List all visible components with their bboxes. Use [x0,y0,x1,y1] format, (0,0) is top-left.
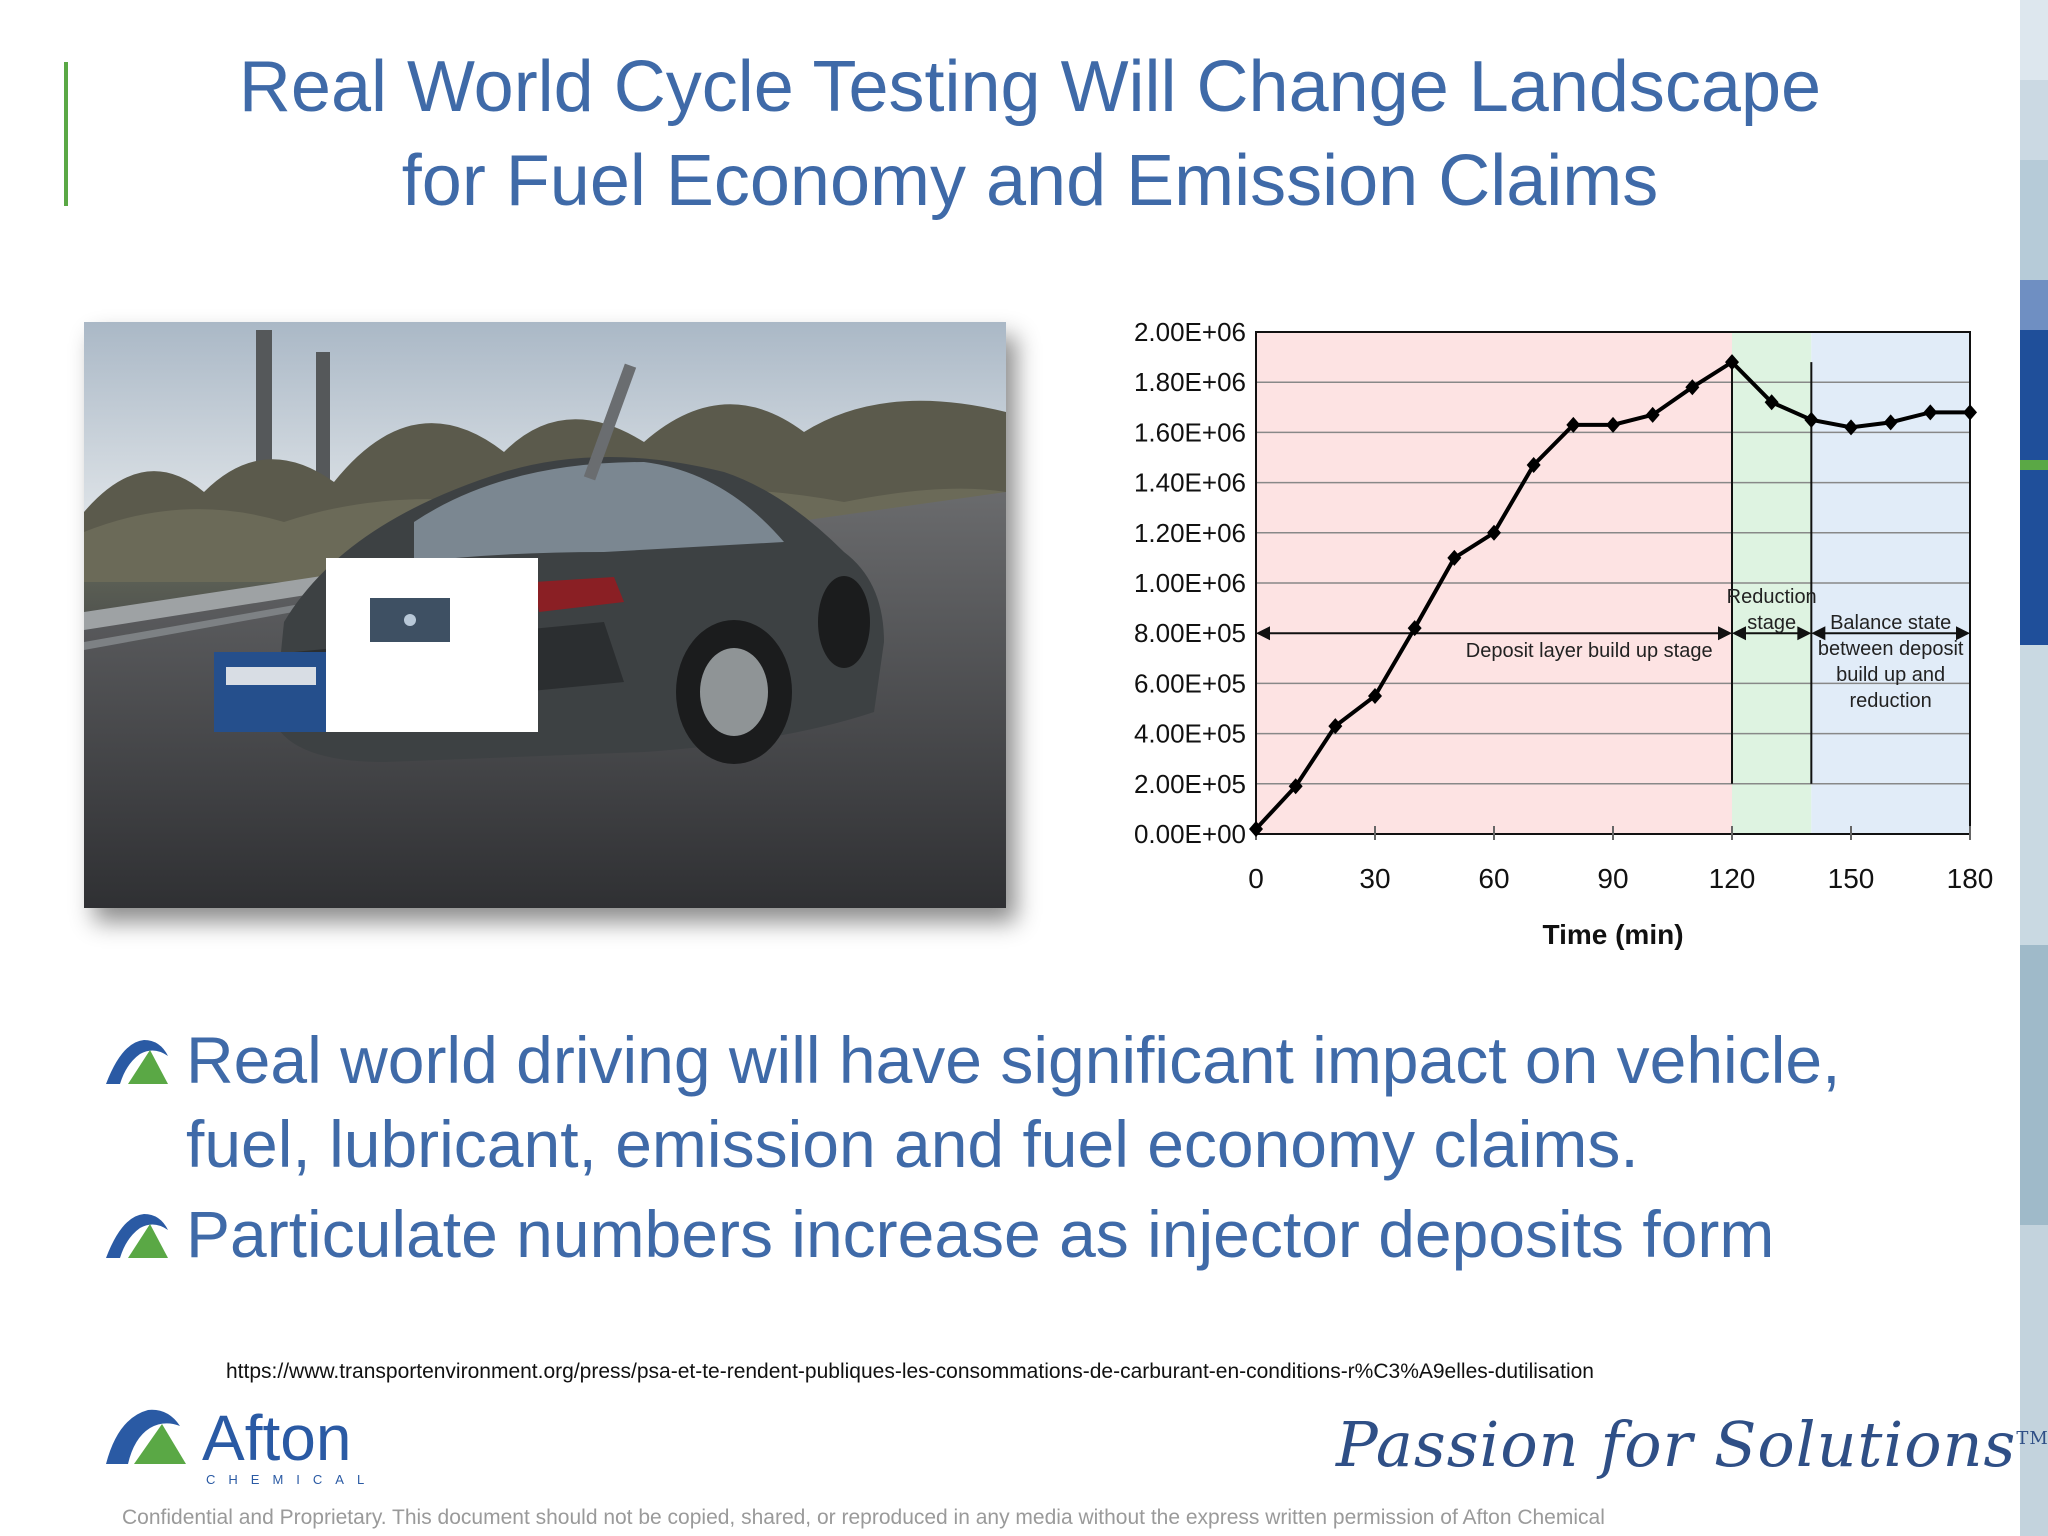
x-axis-label: Time (min) [1542,919,1683,950]
data-point [1685,379,1700,396]
data-point [1804,411,1819,428]
y-tick-label: 4.00E+05 [1134,719,1246,749]
data-point [1844,419,1858,436]
data-point [1407,620,1422,637]
x-tick-label: 150 [1828,863,1875,894]
data-point [1963,404,1977,421]
title-line-2: for Fuel Economy and Emission Claims [401,141,1659,221]
bullet-1-line-2: fuel, lubricant, emission and fuel econo… [186,1107,1639,1181]
y-tick-label: 8.00E+05 [1134,618,1246,648]
stage-label-balance: between deposit [1818,638,1964,660]
chart-svg: 0.00E+00 2.00E+05 4.00E+05 6.00E+05 8.00E+05… [1134,317,1994,950]
y-tick-label: 1.20E+06 [1134,518,1246,548]
stage-arrowhead [1256,626,1270,641]
data-point [1526,457,1541,474]
decorative-right-strip [2020,0,2048,1536]
logo-subtext: CHEMICAL [206,1472,377,1487]
test-car-on-highway-photo [84,322,1006,908]
afton-triangle-icon [106,1040,168,1084]
x-tick-label: 180 [1947,863,1994,894]
y-tick-label: 1.80E+06 [1134,367,1246,397]
confidential-notice: Confidential and Proprietary. This docum… [122,1506,1605,1529]
bullet-text-2: Particulate numbers increase as injector… [186,1192,1774,1276]
tagline-text: Passion for Solutions [1336,1408,2017,1481]
stage-arrowhead [1956,626,1970,641]
data-point [1923,404,1938,421]
stage-label-reduction: Reduction [1727,586,1817,608]
stage-label-balance: Balance state [1830,612,1951,634]
data-point [1249,820,1263,837]
stage-label-reduction: stage [1747,612,1796,634]
y-tick-label: 1.40E+06 [1134,468,1246,498]
data-point [1606,416,1620,433]
stage-label-balance: build up and [1836,664,1945,686]
afton-logo: Afton CHEMICAL [104,1398,424,1488]
x-tick-label: 0 [1248,863,1264,894]
title-line-1: Real World Cycle Testing Will Change Lan… [238,47,1822,127]
data-point [1883,414,1898,431]
y-tick-label: 6.00E+05 [1134,668,1246,698]
data-point [1487,524,1501,541]
bullet-list: Real world driving will have significant… [104,1018,1984,1282]
y-tick-label: 1.60E+06 [1134,417,1246,447]
bullet-text-1: Real world driving will have significant… [186,1018,1840,1186]
bullet-item-2: Particulate numbers increase as injector… [104,1192,1984,1276]
bullet-1-line-1: Real world driving will have significant… [186,1023,1841,1097]
title-accent-bar [64,62,68,206]
logo-wordmark: Afton [202,1402,351,1474]
data-point [1764,394,1779,411]
y-tick-label: 0.00E+00 [1134,819,1246,849]
data-point [1566,416,1581,433]
x-tick-label: 120 [1709,863,1756,894]
data-point [1725,354,1739,371]
stage-arrowhead [1797,626,1812,641]
stage-label-deposit: Deposit layer build up stage [1466,640,1713,662]
x-tick-label: 60 [1478,863,1509,894]
afton-triangle-icon [106,1214,168,1258]
particulate-chart: 0.00E+00 2.00E+05 4.00E+05 6.00E+05 8.00E+05… [1100,300,2000,980]
slide-title: Real World Cycle Testing Will Change Lan… [100,40,1960,228]
stage-arrowhead [1732,626,1746,641]
source-url[interactable]: https://www.transportenvironment.org/pre… [226,1360,1594,1383]
stage-label-balance: reduction [1850,690,1932,712]
tagline-trademark: TM [2016,1428,2048,1449]
y-tick-label: 2.00E+06 [1134,317,1246,347]
y-tick-label: 2.00E+05 [1134,769,1246,799]
data-point [1368,687,1382,704]
data-point [1645,406,1660,423]
afton-logo-icon: Afton CHEMICAL [106,1402,377,1487]
x-tick-label: 90 [1597,863,1628,894]
stage-arrowhead [1811,626,1826,641]
data-point [1328,718,1343,735]
bullet-item-1: Real world driving will have significant… [104,1018,1984,1186]
stage-arrowhead [1718,626,1732,641]
data-point [1288,778,1303,795]
x-tick-label: 30 [1359,863,1390,894]
bullet-2-line-1: Particulate numbers increase as injector… [186,1197,1775,1271]
test-car-photo [84,322,1006,908]
data-point [1447,549,1462,566]
y-tick-label: 1.00E+06 [1134,568,1246,598]
tagline: Passion for SolutionsTM [1336,1408,2048,1481]
